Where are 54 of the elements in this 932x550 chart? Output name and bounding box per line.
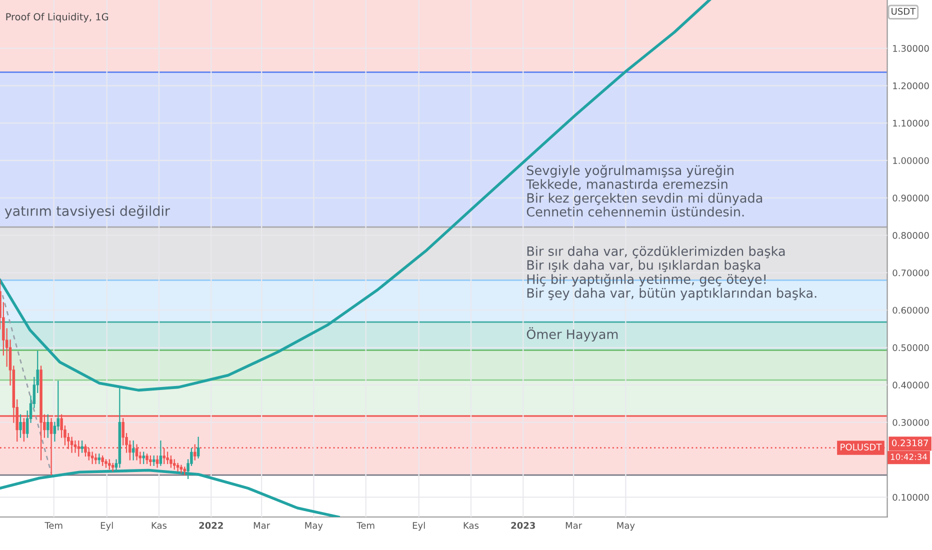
candlestick bbox=[149, 455, 152, 466]
y-tick-label: 1.00000 bbox=[893, 157, 929, 164]
ref-line-label: POLUSDT bbox=[840, 444, 882, 450]
text: Proof Of Liquidity, 1G bbox=[6, 12, 108, 22]
candlestick bbox=[173, 459, 176, 470]
y-tick-label: 0.10000 bbox=[892, 494, 929, 501]
candlestick bbox=[176, 462, 180, 472]
y-tick-label: 0.40000 bbox=[892, 382, 929, 388]
candlestick bbox=[170, 455, 172, 468]
x-tick-label: May bbox=[305, 522, 323, 531]
text: 10:42:34 bbox=[890, 454, 927, 460]
candlestick bbox=[196, 436, 200, 458]
candlestick bbox=[46, 414, 50, 438]
text: 0.23187 bbox=[892, 439, 928, 446]
candlestick bbox=[98, 454, 101, 464]
y-tick-label: 0.80000 bbox=[892, 232, 929, 239]
candlestick bbox=[101, 455, 104, 466]
x-tick-label: Mar bbox=[254, 522, 270, 529]
candlestick bbox=[70, 436, 74, 453]
candlestick bbox=[146, 454, 148, 464]
x-tick-label: Tem bbox=[44, 522, 62, 529]
candlestick bbox=[152, 455, 156, 466]
y-tick-label: 0.60000 bbox=[892, 306, 929, 314]
y-tick-label: 1.30000 bbox=[893, 44, 929, 52]
y-tick-label: 1.20000 bbox=[893, 82, 929, 90]
candlestick bbox=[94, 454, 98, 464]
annotation: Sevgiyle yoğrulmamışsa yüreğin Tekkede, manastırda eremezsin Bir kez gerçekten sevdin mi dünyada Cennetin cehennemin üstündesin. bbox=[526, 164, 762, 217]
x-tick-label: Kas bbox=[152, 522, 167, 529]
annotation: Ömer Hayyam bbox=[526, 327, 618, 342]
x-tick-label: Tem bbox=[356, 522, 374, 529]
candlestick bbox=[166, 452, 169, 464]
y-tick-label: 1.10000 bbox=[893, 120, 929, 127]
x-tick-label: Kas bbox=[464, 522, 479, 529]
candlestick bbox=[19, 414, 22, 438]
y-tick-label: 0.90000 bbox=[892, 194, 929, 202]
x-tick-label: Eyl bbox=[100, 522, 113, 531]
candlestick bbox=[142, 452, 145, 464]
candlestick bbox=[80, 440, 84, 453]
x-tick-label: May bbox=[617, 522, 635, 531]
y-tick-label: 0.50000 bbox=[892, 344, 929, 352]
x-tick-label: 2023 bbox=[511, 522, 535, 529]
candlestick bbox=[90, 452, 94, 464]
annotation: yatırım tavsiyesi değildir bbox=[4, 205, 170, 219]
x-tick-label: 2022 bbox=[199, 522, 223, 529]
y-axis-title: USDT bbox=[892, 8, 916, 15]
candlestick bbox=[156, 455, 159, 468]
x-tick-label: Eyl bbox=[412, 522, 425, 531]
candlestick bbox=[180, 464, 183, 474]
candlestick bbox=[108, 459, 111, 470]
candlestick bbox=[132, 440, 135, 460]
x-tick-label: Mar bbox=[566, 522, 582, 529]
y-tick-label: 0.30000 bbox=[892, 419, 929, 426]
candlestick bbox=[159, 440, 162, 466]
y-tick-label: 0.70000 bbox=[892, 269, 929, 276]
